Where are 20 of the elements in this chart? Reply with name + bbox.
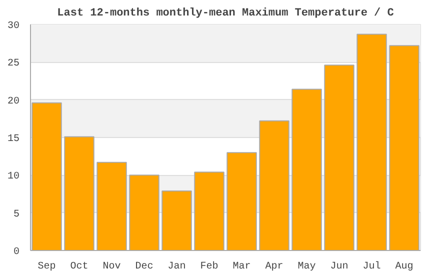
- y-tick-label: 20: [8, 96, 20, 108]
- x-tick-label: May: [298, 262, 316, 272]
- y-tick-label: 10: [8, 172, 20, 183]
- y-tick-label: 0: [14, 247, 20, 258]
- y-tick-label: 25: [8, 58, 20, 70]
- x-tick-label: Feb: [200, 260, 218, 272]
- x-tick-label: Sep: [38, 262, 56, 272]
- x-tick-label: Mar: [232, 262, 251, 272]
- x-tick-label: Oct: [70, 262, 88, 272]
- x-tick-label: Jan: [168, 262, 186, 272]
- x-tick-label: Nov: [102, 262, 121, 272]
- chart-title: Last 12-months monthly-mean Maximum Temperature / C: [57, 8, 394, 20]
- x-tick-label: Aug: [395, 262, 414, 272]
- x-tick-label: Jun: [330, 262, 348, 272]
- y-tick-label: 15: [8, 134, 20, 145]
- x-tick-label: Apr: [265, 262, 284, 272]
- x-tick-label: Jul: [362, 260, 381, 272]
- x-tick-label: Dec: [135, 262, 154, 272]
- y-tick-label: 30: [8, 21, 20, 32]
- y-tick-label: 5: [14, 209, 20, 220]
